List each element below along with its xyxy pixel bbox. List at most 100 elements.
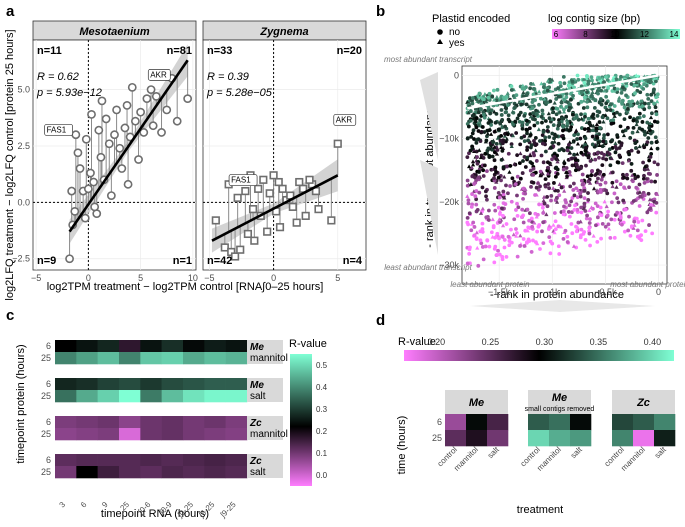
b-data-point	[593, 157, 598, 162]
b-data-point	[531, 111, 536, 115]
b-data-point	[606, 222, 611, 227]
b-data-point	[651, 88, 656, 92]
b-data-point	[599, 236, 603, 241]
d-heat-cell	[570, 414, 592, 431]
b-data-point	[556, 244, 561, 249]
b-data-point	[642, 82, 647, 87]
a-data-point	[104, 139, 114, 149]
b-data-point	[520, 171, 525, 175]
b-data-point	[504, 183, 508, 188]
b-data-point	[540, 133, 545, 137]
c-facet-strip	[247, 454, 283, 478]
b-data-point	[520, 120, 525, 125]
b-data-point	[647, 105, 652, 110]
a-data-point	[71, 130, 81, 140]
b-data-point	[533, 136, 538, 140]
b-data-point	[564, 95, 569, 100]
b-data-point	[588, 243, 592, 248]
b-data-point	[487, 153, 492, 158]
b-data-point	[586, 126, 591, 131]
b-data-point	[600, 221, 605, 226]
b-data-point	[610, 184, 615, 189]
b-data-point	[584, 163, 588, 168]
b-data-point	[525, 145, 530, 150]
b-ytick-label: 0	[454, 70, 459, 80]
b-data-point	[515, 201, 519, 206]
c-heat-cell	[225, 454, 248, 467]
d-heat-cell	[570, 430, 592, 447]
b-ytick-label: −30k	[439, 260, 459, 270]
d-col-label: salt	[486, 445, 502, 461]
b-data-point	[527, 218, 532, 223]
b-data-point	[552, 100, 557, 105]
b-legend-item-yes: yes	[449, 38, 465, 49]
d-legend-tick: 0.40	[644, 337, 662, 347]
b-data-point	[602, 80, 607, 85]
c-heat-cell	[119, 428, 141, 441]
a-data-point	[248, 205, 258, 214]
b-data-point	[586, 191, 590, 195]
b-data-point	[466, 198, 471, 203]
a-data-point	[233, 193, 242, 202]
c-heat-cell	[161, 378, 184, 391]
b-annot-most-transcript: most abundant transcript	[384, 55, 473, 64]
a-data-point	[243, 229, 253, 239]
b-data-point	[561, 109, 567, 114]
b-data-point	[495, 253, 499, 257]
b-data-point	[574, 224, 578, 229]
b-data-point	[520, 86, 525, 91]
b-data-point	[638, 90, 643, 95]
b-data-point	[480, 125, 485, 129]
b-data-point	[543, 135, 548, 140]
b-legend-triangle-marker	[437, 39, 443, 44]
b-data-point	[523, 228, 528, 233]
b-data-point	[611, 118, 616, 122]
b-data-point	[575, 225, 581, 230]
b-data-point	[506, 103, 510, 108]
b-data-point	[567, 142, 571, 147]
a-facet-title: Zygnema	[259, 26, 308, 38]
a-data-point	[220, 243, 229, 252]
c-heat-cell	[225, 352, 248, 365]
b-data-point	[521, 220, 526, 225]
b-data-point	[579, 178, 584, 183]
c-heat-cell	[140, 378, 162, 391]
b-data-point	[635, 99, 640, 104]
b-data-point	[622, 105, 627, 110]
b-data-point	[587, 221, 592, 225]
a-xtick-label: −5	[204, 273, 214, 283]
b-data-point	[471, 128, 476, 133]
c-col-label: ∫9-25	[218, 500, 238, 520]
b-data-point	[593, 98, 598, 102]
b-data-point	[539, 153, 544, 158]
b-data-point	[509, 227, 513, 232]
c-ylabel: timepoint protein (hours)	[15, 344, 27, 463]
b-data-point	[550, 157, 554, 162]
c-heat-cell	[55, 340, 77, 353]
b-data-point	[482, 92, 487, 96]
b-data-point	[583, 114, 587, 119]
c-heat-cell	[183, 390, 205, 403]
b-data-point	[497, 195, 502, 200]
b-data-point	[522, 244, 527, 248]
b-colorbar-tick: 6	[554, 30, 559, 39]
c-heat-cell	[183, 416, 205, 429]
b-data-point	[494, 151, 500, 156]
c-facet-species: Me	[250, 342, 264, 353]
c-heat-cell	[119, 466, 141, 479]
b-data-point	[534, 111, 539, 116]
b-data-point	[631, 226, 636, 230]
c-heat-cell	[97, 378, 120, 391]
b-data-point	[493, 235, 497, 240]
b-data-point	[470, 101, 475, 106]
c-facet-treatment: salt	[250, 467, 266, 478]
b-data-point	[465, 136, 470, 141]
b-data-point	[521, 196, 525, 201]
b-xtick-label: 0	[656, 287, 661, 297]
c-facet-treatment: salt	[250, 391, 266, 402]
b-data-point	[545, 88, 550, 93]
b-data-point	[470, 131, 475, 136]
c-heat-cell	[204, 378, 226, 391]
b-data-point	[492, 202, 497, 207]
b-data-point	[595, 88, 600, 93]
